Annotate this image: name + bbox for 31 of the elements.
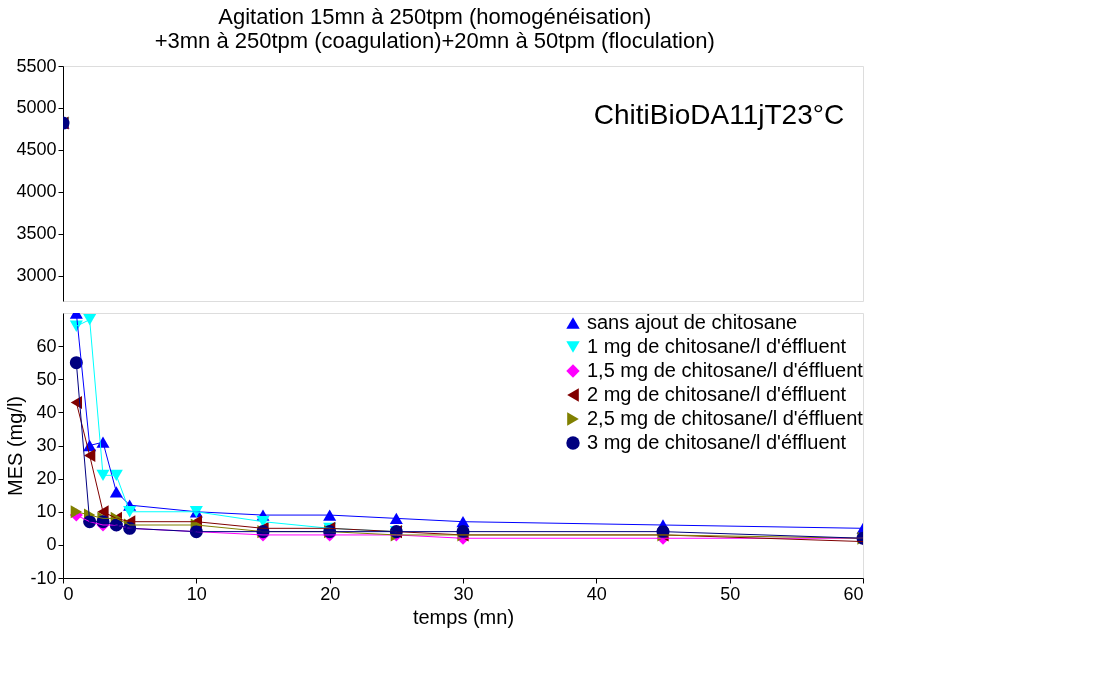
y-tick-label: 4000 xyxy=(16,181,57,202)
x-tick-label: 40 xyxy=(586,583,607,604)
x-tick-label: 10 xyxy=(186,583,207,604)
legend-label: 2,5 mg de chitosane/l d'éffluent xyxy=(587,407,864,429)
y-tick-label: 60 xyxy=(36,335,57,356)
legend-label: 1,5 mg de chitosane/l d'éffluent xyxy=(587,359,864,381)
y-tick-label: 30 xyxy=(36,435,57,455)
x-tick-label: 0 xyxy=(63,583,74,604)
y-tick-label: 5500 xyxy=(16,55,57,76)
y-tick-label: 10 xyxy=(36,501,57,522)
chart-title: Agitation 15mn à 250tpm (homogénéisation) +3mn à 250tpm (coagulation)+20mn à 50tpm (floculation) xyxy=(154,3,715,53)
x-tick-label: 60 xyxy=(843,583,864,604)
annotation: ChitiBioDA11jT23°C xyxy=(593,99,845,130)
y-tick-label: 40 xyxy=(36,401,57,422)
y-tick-label: 3000 xyxy=(16,265,57,286)
y-axis-title: MES (mg/l) xyxy=(4,396,27,496)
y-tick-label: 50 xyxy=(36,368,57,389)
legend-label: 3 mg de chitosane/l d'éffluent xyxy=(587,431,847,453)
y-tick-label: 3500 xyxy=(16,223,57,244)
y-tick-label: 20 xyxy=(36,468,57,489)
x-tick-label: 20 xyxy=(320,583,341,604)
legend-label: 2 mg de chitosane/l d'éffluent xyxy=(587,383,847,405)
y-tick-label: 5000 xyxy=(16,97,57,118)
legend-label: sans ajout de chitosane xyxy=(587,311,798,333)
y-tick-label: -10 xyxy=(30,567,57,588)
x-tick-label: 50 xyxy=(720,583,741,604)
y-tick-label: 4500 xyxy=(16,139,57,160)
legend-label: 1 mg de chitosane/l d'éffluent xyxy=(587,335,847,357)
x-tick-label: 30 xyxy=(453,583,474,604)
y-tick-label: 0 xyxy=(46,534,57,555)
x-axis-title: temps (mn) xyxy=(412,605,515,628)
